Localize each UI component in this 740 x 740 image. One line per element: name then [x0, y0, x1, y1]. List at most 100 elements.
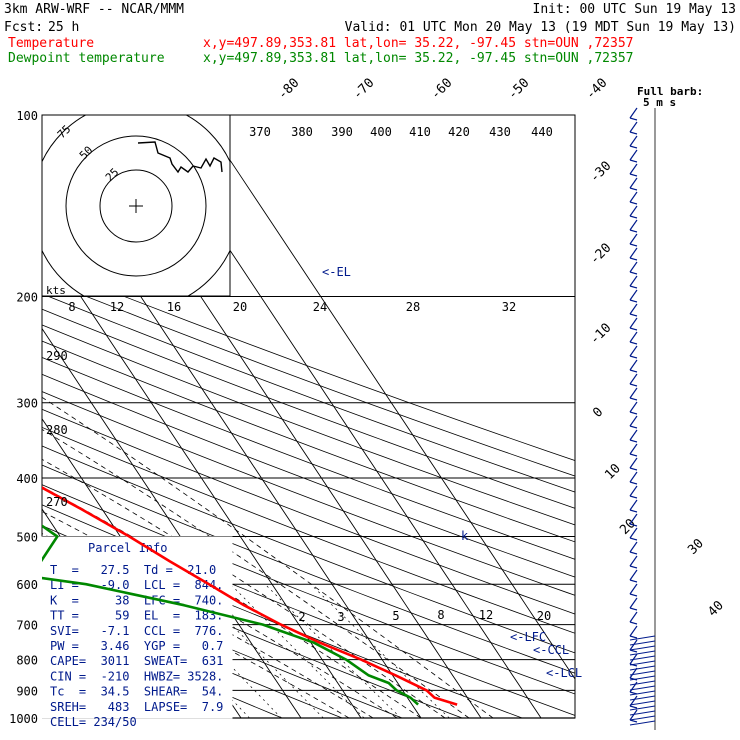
isotherm-line — [42, 237, 362, 718]
wind-barb — [629, 527, 638, 541]
wind-barb — [629, 289, 638, 303]
temperature-legend: Temperature — [8, 36, 94, 51]
moist-adiabat-line — [42, 428, 470, 718]
parcel-info-row: LI = -9.0 LCL = 844. — [50, 578, 223, 592]
isotherm-label: -70 — [350, 76, 377, 103]
theta-left-label: 290 — [46, 349, 68, 363]
hodograph-units: kts — [46, 284, 66, 297]
parcel-info-title: Parcel Info — [88, 541, 167, 555]
parcel-info-row: CELL= 234/50 — [50, 715, 137, 729]
dry-adiabat-line — [42, 445, 575, 654]
isotherm-line — [79, 115, 482, 718]
dry-adiabat-line — [42, 373, 575, 578]
parcel-info-row: T = 27.5 Td = 21.0 — [50, 563, 216, 577]
wind-barb — [629, 485, 638, 499]
valid-time: Valid: 01 UTC Mon 20 May 13 (19 MDT Sun … — [345, 20, 736, 35]
wind-barb — [629, 429, 638, 443]
theta-label: 430 — [489, 125, 511, 139]
theta-label: 420 — [448, 125, 470, 139]
pressure-tick-label: 700 — [16, 619, 38, 633]
ccl-marker: <-CCL — [533, 643, 569, 657]
wind-barb — [629, 685, 656, 691]
isotherm-label: -10 — [587, 321, 614, 348]
mixing-ratio-line — [230, 583, 365, 718]
wind-barb — [629, 715, 656, 721]
dewpoint-profile — [42, 524, 419, 706]
isotherm-label: -20 — [587, 241, 614, 268]
wind-barb — [629, 645, 656, 651]
wind-barb — [629, 583, 638, 597]
init-time: Init: 00 UTC Sun 19 May 13 — [533, 2, 737, 17]
wind-barb — [629, 639, 638, 653]
wind-barb — [629, 247, 638, 261]
dewpoint-legend: Dewpoint temperature — [8, 51, 165, 66]
full-barb-speed: 5 m s — [643, 96, 676, 109]
theta-left-label: 280 — [46, 423, 68, 437]
moist-adiabat-label: 28 — [406, 300, 420, 314]
mixing-ratio-line — [264, 583, 402, 718]
moist-adiabat-label: 24 — [313, 300, 327, 314]
wind-barb — [629, 415, 638, 429]
isotherm-label: -40 — [583, 76, 610, 103]
model-title: 3km ARW-WRF -- NCAR/MMM — [4, 2, 184, 17]
dry-adiabat-line — [42, 324, 575, 526]
mixing-ratio-label: 8 — [437, 608, 444, 622]
hodograph-ring — [65, 135, 207, 277]
dry-adiabat-line — [42, 464, 575, 674]
parcel-info-row: SREH= 483 LAPSE= 7.9 — [50, 700, 223, 714]
theta-left-label: 270 — [46, 495, 68, 509]
dry-adiabat-line — [42, 426, 575, 634]
hodograph-trace — [137, 141, 223, 174]
dry-adiabat-line — [42, 308, 575, 509]
mixing-ratio-label: 12 — [479, 608, 493, 622]
isotherm-label: 0 — [590, 405, 606, 421]
wind-barb — [629, 163, 638, 177]
mixing-ratio-label: 3 — [337, 610, 344, 624]
parcel-info-row: PW = 3.46 YGP = 0.7 — [50, 639, 223, 653]
pressure-tick-label: 400 — [16, 472, 38, 486]
moist-adiabat-label: 8 — [68, 300, 75, 314]
isotherm-label: 30 — [685, 536, 707, 558]
wind-barb — [629, 275, 638, 289]
wind-barb — [629, 690, 656, 696]
wind-barb — [629, 121, 638, 135]
parcel-info-row: SVI= -7.1 CCL = 776. — [50, 624, 223, 638]
isotherm-label: 10 — [602, 461, 624, 483]
el-marker: <-EL — [322, 265, 351, 279]
wind-barb — [629, 695, 638, 709]
wind-barb — [629, 191, 638, 205]
wind-barb — [629, 710, 656, 716]
moist-adiabat-label: 16 — [167, 300, 181, 314]
theta-label: 380 — [291, 125, 313, 139]
wind-barb — [629, 107, 638, 121]
parcel-info-row: CAPE= 3011 SWEAT= 631 — [50, 654, 223, 668]
mixing-ratio-label: 2 — [298, 610, 305, 624]
wind-barb — [629, 513, 638, 527]
wind-barb — [629, 331, 638, 345]
moist-adiabat-line — [42, 533, 374, 718]
wind-barb — [629, 219, 638, 233]
dewpoint-location: x,y=497.89,353.81 lat,lon= 35.22, -97.45… — [203, 51, 633, 66]
parcel-info-row: CIN = -210 HWBZ= 3528. — [50, 669, 223, 683]
isotherm-label: -80 — [275, 76, 302, 103]
wind-barb — [629, 233, 638, 247]
isotherm-line — [0, 115, 1, 718]
isotherm-label: -50 — [505, 76, 532, 103]
dry-adiabat-line — [42, 408, 575, 615]
lfc-marker: <-LFC — [510, 630, 546, 644]
wind-barb — [629, 359, 638, 373]
wind-barb — [629, 387, 638, 401]
pressure-tick-label: 800 — [16, 654, 38, 668]
wind-barb — [629, 640, 656, 646]
wind-barb — [629, 720, 656, 726]
lcl-marker: <-LCL — [546, 666, 582, 680]
isotherm-line — [199, 115, 575, 680]
pressure-tick-label: 500 — [16, 530, 38, 544]
temperature-profile — [42, 486, 458, 706]
wind-barb — [629, 660, 656, 666]
parcel-info-row: TT = 59 EL = 183. — [50, 609, 223, 623]
forecast-hour: 25 h — [48, 20, 79, 35]
hodograph-ring — [99, 169, 173, 243]
wind-barb — [629, 177, 638, 191]
